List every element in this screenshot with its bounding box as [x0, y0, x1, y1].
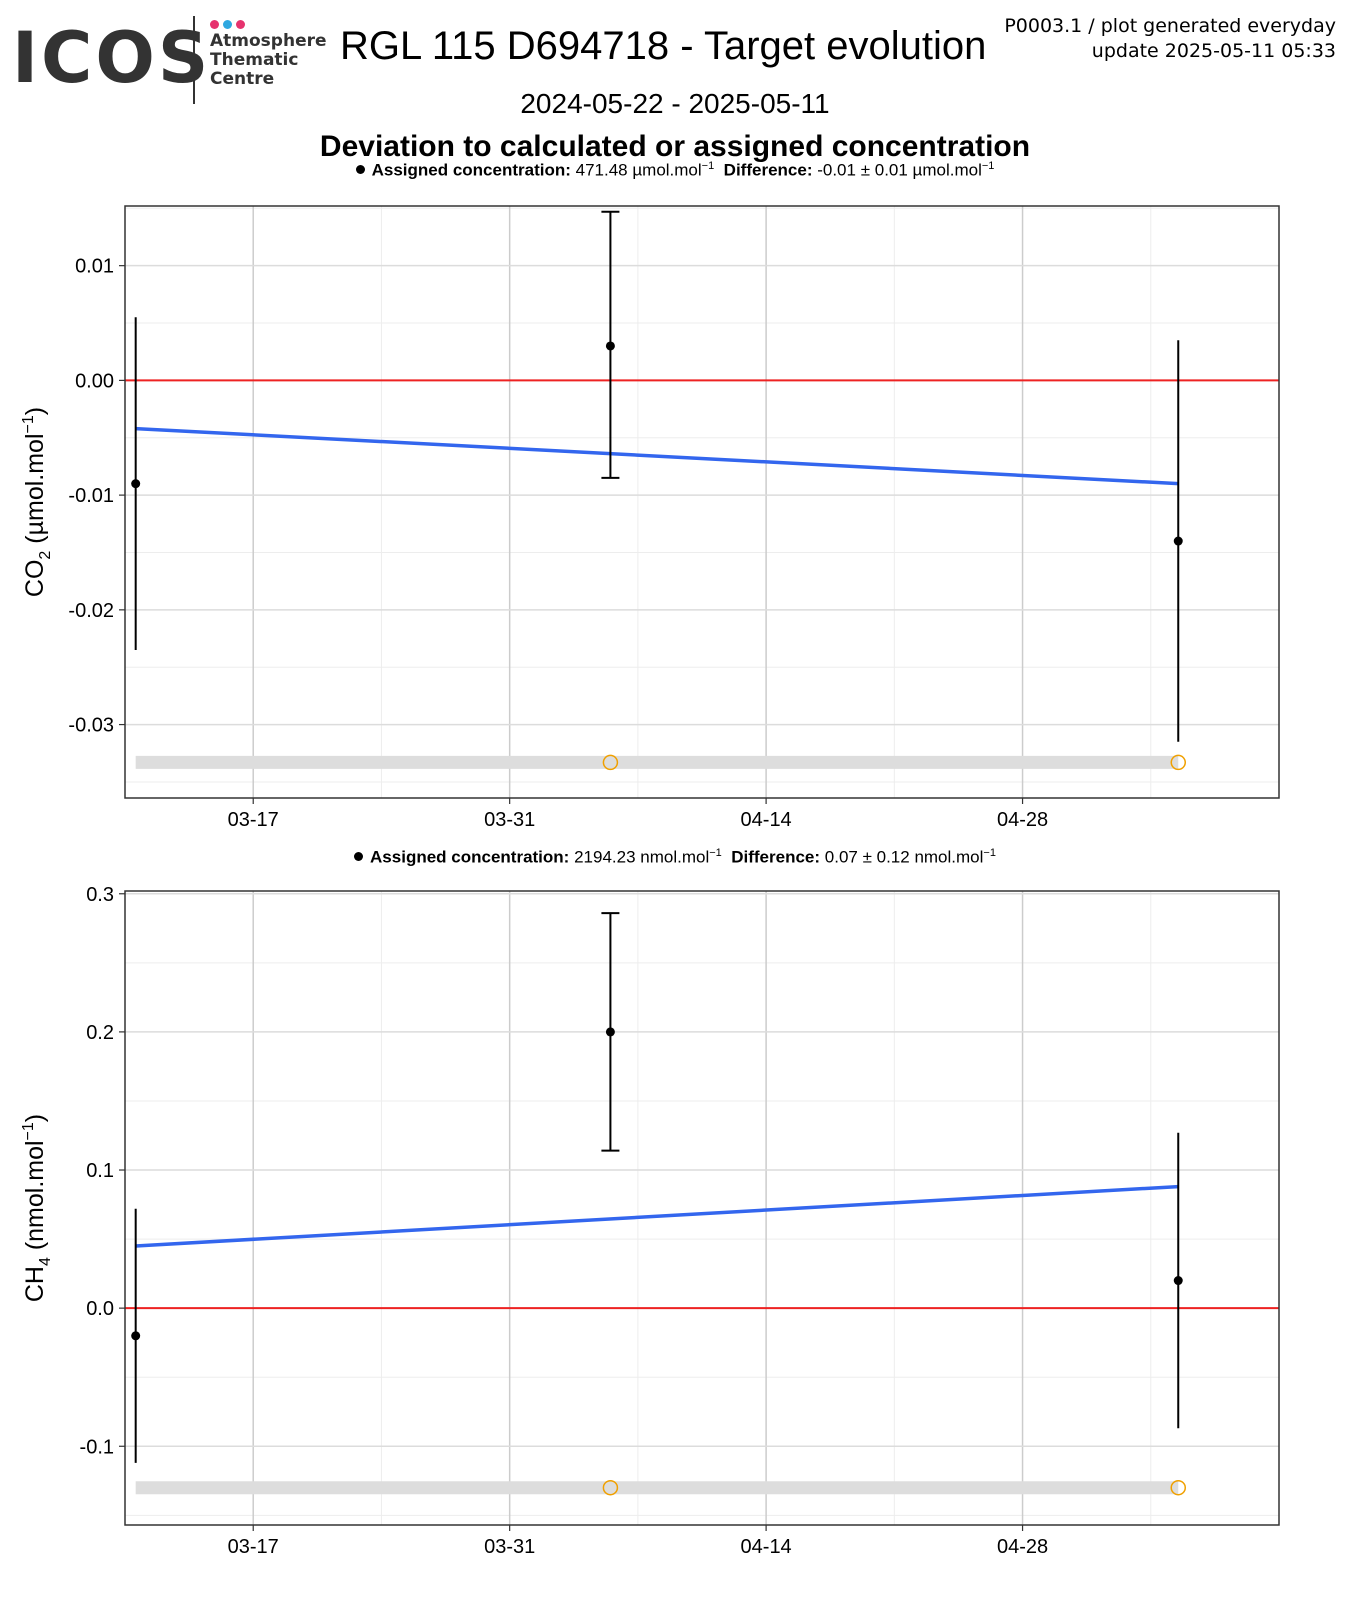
y-label-sub: 4	[37, 1257, 54, 1266]
logo-dots-icon	[210, 16, 249, 34]
y-tick-label: -0.02	[68, 600, 114, 622]
legend-difference-label: Difference:	[731, 847, 821, 867]
y-label-sub: 2	[37, 551, 54, 560]
x-tick-label: 04-14	[741, 1536, 792, 1558]
data-point	[605, 1027, 615, 1037]
logo-wordmark: ICOS	[12, 17, 212, 99]
meta-line-2: update 2025-05-11 05:33	[1091, 40, 1336, 62]
y-label-close: )	[21, 1114, 49, 1122]
logo-dot-3	[236, 20, 245, 29]
meta-line-1: P0003.1 / plot generated everyday	[1004, 15, 1336, 37]
legend-point-icon	[355, 164, 365, 174]
logo-dot-1	[210, 20, 219, 29]
generation-meta: P0003.1 / plot generated everyday update…	[1004, 14, 1336, 64]
y-label-exp: −1	[20, 1122, 37, 1140]
y-tick-label: -0.03	[68, 715, 114, 737]
legend-assigned-exp: −1	[709, 847, 722, 859]
y-label-exp: −1	[20, 415, 37, 433]
chart-subtitle: Deviation to calculated or assigned conc…	[319, 130, 1031, 163]
x-tick-label: 03-31	[484, 809, 535, 831]
legend-difference-label: Difference:	[723, 160, 813, 180]
plot-background	[125, 891, 1279, 1525]
legend-ch4: Assigned concentration: 2194.23 nmol.mol…	[0, 847, 1350, 868]
y-tick-label: 0.01	[75, 256, 114, 278]
trend-line	[135, 1184, 1179, 1248]
date-range: 2024-05-22 - 2025-05-11	[520, 88, 830, 119]
legend-assigned-value: 2194.23 nmol.mol	[574, 847, 710, 867]
x-tick-label: 04-28	[997, 809, 1048, 831]
y-label-unit: (µmol.mol	[21, 433, 49, 550]
x-tick-label: 04-28	[997, 1536, 1048, 1558]
legend-difference-exp: −1	[983, 847, 996, 859]
data-point	[131, 1331, 141, 1341]
y-label-close: )	[21, 407, 49, 415]
logo-line-1: Atmosphere	[210, 31, 327, 51]
y-label-main: CH	[21, 1266, 49, 1302]
y-axis-label: CO2 (µmol.mol−1)	[20, 407, 54, 597]
y-tick-label: 0.00	[75, 370, 114, 392]
legend-difference-value: -0.01 ± 0.01 µmol.mol	[817, 160, 982, 180]
x-tick-label: 03-17	[228, 1536, 279, 1558]
x-tick-label: 03-17	[228, 809, 279, 831]
plot-background	[125, 206, 1279, 798]
legend-assigned-exp: −1	[701, 160, 715, 172]
logo-divider	[193, 16, 195, 104]
y-label-main: CO	[21, 560, 49, 598]
x-tick-label: 04-14	[741, 809, 792, 831]
logo-subtext: Atmosphere Thematic Centre	[210, 32, 327, 89]
y-tick-label: 0.0	[86, 1298, 114, 1320]
chart-panel-ch4: 03-17 03-31 04-14 04-28 0.3 0.2 0.1 0.0 -0.1 CH4 …	[20, 884, 1280, 1558]
flag-marker	[602, 754, 619, 771]
page-title: RGL 115 D694718 - Target evolution	[340, 24, 987, 68]
y-tick-label: 0.3	[86, 884, 114, 906]
flag-marker	[1170, 754, 1187, 771]
y-tick-label: -0.1	[80, 1436, 114, 1458]
plot-border	[124, 890, 1280, 1526]
legend-point-icon	[354, 851, 364, 861]
y-tick-label: -0.01	[68, 485, 114, 507]
logo-line-2: Thematic	[210, 50, 299, 70]
chart-panel-co2: 03-17 03-31 04-14 04-28 0.01 0.00 -0.01 -0.02 -0…	[20, 205, 1280, 831]
legend-assigned-label: Assigned concentration:	[371, 160, 571, 180]
legend-difference-exp: −1	[981, 160, 995, 172]
flag-marker	[1170, 1479, 1187, 1496]
legend-assigned-label: Assigned concentration:	[370, 847, 570, 867]
data-point	[1173, 536, 1183, 546]
trend-line	[135, 426, 1179, 486]
y-tick-label: 0.2	[86, 1022, 114, 1044]
x-tick-label: 03-31	[484, 1536, 535, 1558]
flag-marker	[602, 1479, 619, 1496]
legend-assigned-value: 471.48 µmol.mol	[575, 160, 702, 180]
plot-border	[124, 205, 1280, 799]
logo-line-3: Centre	[210, 69, 275, 89]
legend-co2: Assigned concentration: 471.48 µmol.mol−…	[0, 160, 1350, 181]
y-tick-label: 0.1	[86, 1160, 114, 1182]
data-point	[131, 479, 141, 489]
y-axis-label: CH4 (nmol.mol−1)	[20, 1114, 54, 1302]
logo-dot-2	[223, 20, 232, 29]
icos-logo: ICOS Atmosphere Thematic Centre	[12, 14, 327, 104]
data-point	[605, 341, 615, 351]
data-point	[1173, 1276, 1183, 1286]
legend-difference-value: 0.07 ± 0.12 nmol.mol	[824, 847, 984, 867]
y-label-unit: (nmol.mol	[21, 1140, 49, 1257]
